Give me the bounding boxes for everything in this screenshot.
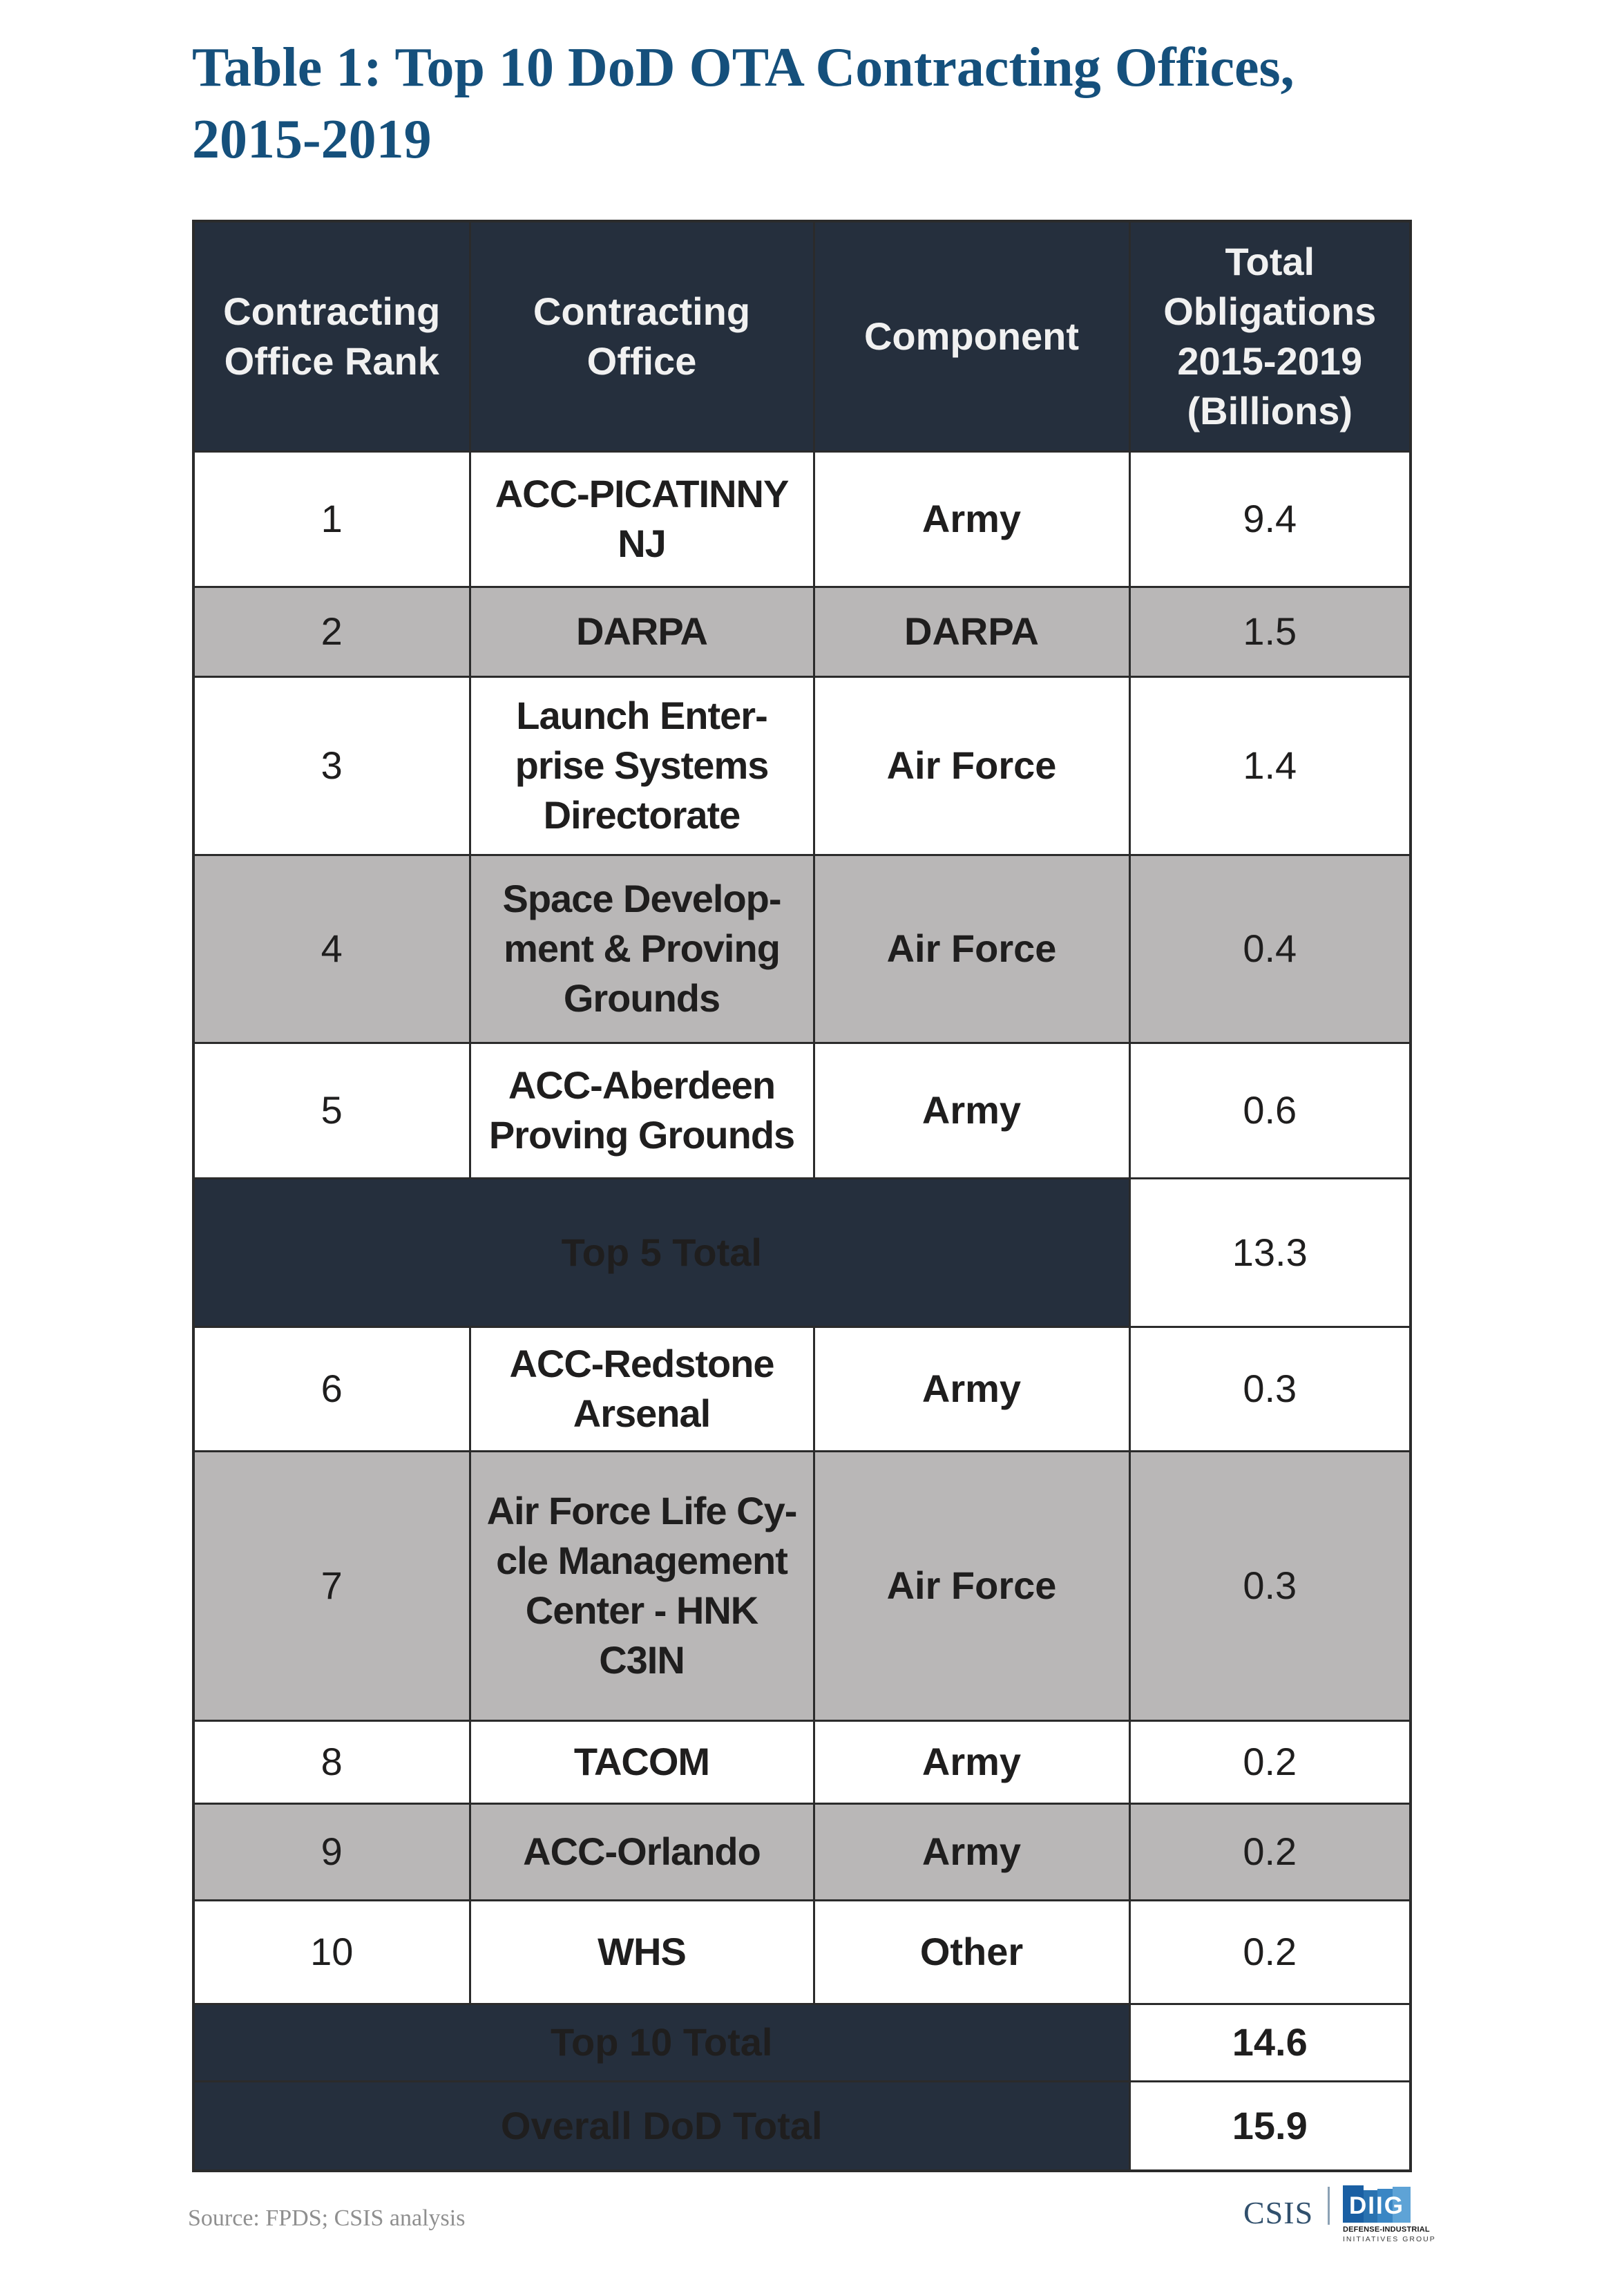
rank-cell: 2 <box>192 585 471 678</box>
value-cell: 9.4 <box>1128 450 1412 588</box>
office-cell: Air Force Life Cy- cle Management Center… <box>468 1450 815 1722</box>
office-cell: ACC-Orlando <box>468 1802 815 1901</box>
table-row: 10 WHS Other 0.2 <box>192 1899 1412 2005</box>
office-cell: Space Develop- ment & Proving Grounds <box>468 853 815 1044</box>
component-cell: Army <box>812 1325 1131 1452</box>
value-cell: 1.5 <box>1128 585 1412 678</box>
table-row: 6 ACC-Redstone Arsenal Army 0.3 <box>192 1325 1412 1452</box>
value-cell: 0.4 <box>1128 853 1412 1044</box>
diig-bar-icon <box>1343 2185 1364 2223</box>
top10-total-row: Top 10 Total 14.6 <box>192 2002 1412 2082</box>
csis-diig-logo: CSIS DIIG DEFENSE-INDUSTRIAL INITIATIVES… <box>1243 2182 1435 2251</box>
overall-total-label: Overall DoD Total <box>192 2080 1131 2172</box>
rank-cell: 6 <box>192 1325 471 1452</box>
header-obligations: Total Obligations 2015-2019 (Billions) <box>1128 220 1412 453</box>
top5-total-value: 13.3 <box>1128 1177 1412 1328</box>
diig-bar-icon <box>1393 2187 1411 2223</box>
rank-cell: 4 <box>192 853 471 1044</box>
value-cell: 1.4 <box>1128 675 1412 856</box>
table-row: 9 ACC-Orlando Army 0.2 <box>192 1802 1412 1901</box>
diig-caption-line2: INITIATIVES GROUP <box>1343 2235 1436 2243</box>
diig-bar-icon <box>1364 2190 1377 2223</box>
overall-total-value: 15.9 <box>1128 2080 1412 2172</box>
table-header-row: Contracting Office Rank Contracting Offi… <box>192 220 1412 453</box>
rank-cell: 1 <box>192 450 471 588</box>
rank-cell: 9 <box>192 1802 471 1901</box>
overall-total-row: Overall DoD Total 15.9 <box>192 2080 1412 2172</box>
logo-divider <box>1328 2187 1330 2225</box>
top10-total-value: 14.6 <box>1128 2002 1412 2082</box>
top5-total-row: Top 5 Total 13.3 <box>192 1177 1412 1328</box>
diig-logo-text: DIIG <box>1349 2192 1404 2219</box>
component-cell: Army <box>812 450 1131 588</box>
diig-bars-icon <box>1343 2185 1411 2223</box>
value-cell: 0.2 <box>1128 1802 1412 1901</box>
diig-caption-line1: DEFENSE-INDUSTRIAL <box>1343 2225 1430 2234</box>
table-row: 1 ACC-PICATINNY NJ Army 9.4 <box>192 450 1412 588</box>
rank-cell: 3 <box>192 675 471 856</box>
value-cell: 0.3 <box>1128 1325 1412 1452</box>
office-cell: ACC-Redstone Arsenal <box>468 1325 815 1452</box>
component-cell: Air Force <box>812 1450 1131 1722</box>
table-row: 5 ACC-Aberdeen Proving Grounds Army 0.6 <box>192 1041 1412 1179</box>
table-row: 4 Space Develop- ment & Proving Grounds … <box>192 853 1412 1044</box>
table-row: 2 DARPA DARPA 1.5 <box>192 585 1412 678</box>
value-cell: 0.2 <box>1128 1719 1412 1805</box>
csis-logo-text: CSIS <box>1243 2195 1314 2230</box>
rank-cell: 5 <box>192 1041 471 1179</box>
source-note: Source: FPDS; CSIS analysis <box>188 2205 466 2231</box>
top10-total-label: Top 10 Total <box>192 2002 1131 2082</box>
top5-total-label: Top 5 Total <box>192 1177 1131 1328</box>
header-rank: Contracting Office Rank <box>192 220 471 453</box>
office-cell: WHS <box>468 1899 815 2005</box>
value-cell: 0.3 <box>1128 1450 1412 1722</box>
rank-cell: 10 <box>192 1899 471 2005</box>
component-cell: Army <box>812 1041 1131 1179</box>
office-cell: ACC-PICATINNY NJ <box>468 450 815 588</box>
value-cell: 0.2 <box>1128 1899 1412 2005</box>
ota-contracting-offices-table: Contracting Office Rank Contracting Offi… <box>192 220 1412 2172</box>
component-cell: Air Force <box>812 675 1131 856</box>
office-cell: TACOM <box>468 1719 815 1805</box>
rank-cell: 7 <box>192 1450 471 1722</box>
component-cell: Other <box>812 1899 1131 2005</box>
table-row: 7 Air Force Life Cy- cle Management Cent… <box>192 1450 1412 1722</box>
office-cell: ACC-Aberdeen Proving Grounds <box>468 1041 815 1179</box>
table-title: Table 1: Top 10 DoD OTA Contracting Offi… <box>192 37 1295 170</box>
value-cell: 0.6 <box>1128 1041 1412 1179</box>
diig-logo-icon: DIIG <box>1343 2185 1411 2223</box>
component-cell: Army <box>812 1802 1131 1901</box>
component-cell: Air Force <box>812 853 1131 1044</box>
component-cell: DARPA <box>812 585 1131 678</box>
header-component: Component <box>812 220 1131 453</box>
table-row: 8 TACOM Army 0.2 <box>192 1719 1412 1805</box>
table-row: 3 Launch Enter- prise Systems Directorat… <box>192 675 1412 856</box>
component-cell: Army <box>812 1719 1131 1805</box>
diig-bar-icon <box>1377 2189 1393 2223</box>
office-cell: DARPA <box>468 585 815 678</box>
header-office: Contracting Office <box>468 220 815 453</box>
office-cell: Launch Enter- prise Systems Directorate <box>468 675 815 856</box>
rank-cell: 8 <box>192 1719 471 1805</box>
